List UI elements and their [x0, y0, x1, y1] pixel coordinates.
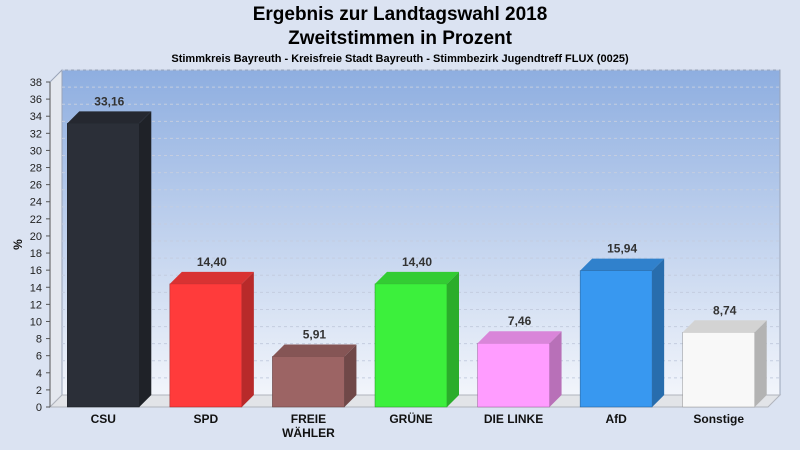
bar-value-label: 8,74: [713, 303, 737, 317]
y-tick-label: 38: [30, 77, 42, 89]
y-tick-label: 30: [30, 145, 42, 157]
y-tick-label: 12: [30, 299, 42, 311]
y-tick-label: 18: [30, 248, 42, 260]
x-tick-label: CSU: [91, 412, 116, 426]
bar-top: [272, 344, 357, 357]
bar-value-label: 33,16: [94, 94, 124, 108]
bar-side: [139, 111, 152, 407]
x-tick-label: GRÜNE: [389, 411, 432, 426]
y-axis-label: %: [11, 239, 25, 250]
bar-side: [241, 271, 254, 407]
bar-top: [169, 271, 254, 284]
y-tick-label: 28: [30, 163, 42, 175]
y-tick-label: 10: [30, 316, 42, 328]
y-tick-label: 24: [30, 197, 42, 209]
y-tick-label: 34: [30, 111, 42, 123]
bar-value-label: 7,46: [508, 314, 532, 328]
x-tick-label: WÄHLER: [282, 425, 335, 440]
bar-value-label: 14,40: [402, 255, 432, 269]
bar-top: [477, 331, 562, 344]
x-tick-label: Sonstige: [693, 412, 744, 426]
bar: [477, 342, 550, 408]
bar: [169, 283, 243, 408]
bar: [682, 332, 755, 408]
y-tick-label: 22: [30, 214, 42, 226]
y-tick-label: 26: [30, 180, 42, 192]
bar-value-label: 14,40: [197, 255, 227, 269]
bar-top: [375, 271, 459, 284]
bar-value-label: 15,94: [607, 242, 637, 256]
bar-top: [682, 320, 767, 333]
y-tick-label: 20: [30, 231, 42, 243]
y-tick-label: 32: [30, 128, 42, 140]
bar-side: [447, 271, 459, 407]
y-tick-label: 2: [36, 385, 42, 397]
bar: [374, 283, 448, 408]
bar: [272, 356, 345, 408]
y-tick-label: 8: [36, 334, 42, 346]
y-tick-label: 6: [36, 351, 42, 363]
x-tick-label: AfD: [605, 412, 627, 426]
bar-side: [549, 331, 562, 407]
y-tick-label: 36: [30, 94, 42, 106]
y-tick-label: 14: [30, 282, 42, 294]
y-tick-label: 4: [36, 368, 42, 380]
bar: [579, 270, 653, 408]
x-tick-label: SPD: [194, 412, 219, 426]
bar-top: [580, 258, 665, 271]
x-tick-label: DIE LINKE: [484, 412, 543, 426]
bar: [67, 123, 140, 408]
bar-side: [754, 320, 767, 407]
y-tick-label: 16: [30, 265, 42, 277]
bar-value-label: 5,91: [303, 327, 327, 341]
x-tick-label: FREIE: [291, 412, 326, 426]
plot-side-wall: [49, 68, 63, 409]
bar-top: [67, 111, 152, 124]
chart-title-2: Zweitstimmen in Prozent: [288, 28, 512, 49]
bar-side: [344, 344, 357, 407]
y-tick-label: 0: [36, 402, 42, 414]
bar-side: [652, 258, 665, 407]
chart-subtitle: Stimmkreis Bayreuth - Kreisfreie Stadt B…: [171, 53, 629, 65]
chart-title: Ergebnis zur Landtagswahl 2018: [252, 4, 548, 25]
